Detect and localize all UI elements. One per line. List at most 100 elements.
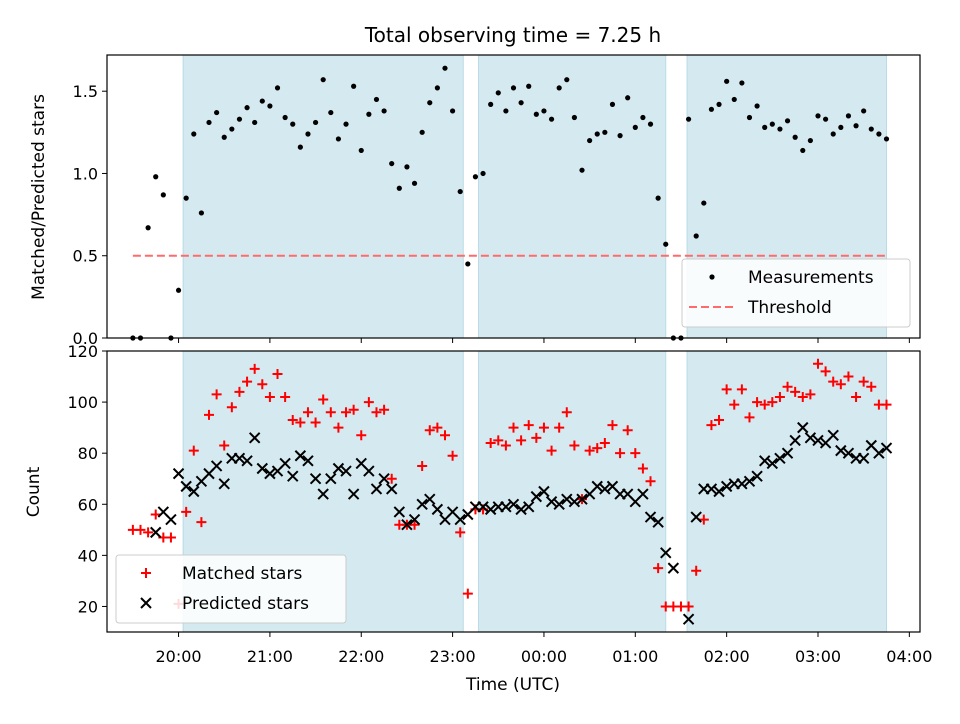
matched-star-point — [234, 386, 245, 397]
predicted-star-point — [287, 470, 299, 482]
predicted-star-point — [340, 465, 352, 477]
top-y-axis-label: Matched/Predicted stars — [29, 94, 49, 300]
predicted-star-point — [599, 483, 611, 495]
measurement-point — [739, 80, 745, 86]
matched-star-point — [858, 376, 869, 387]
measurement-point — [640, 114, 646, 121]
measurement-point — [541, 108, 547, 114]
bottom-shaded-interval — [477, 350, 667, 633]
top-shaded-interval — [477, 54, 667, 339]
matched-star-point — [866, 381, 877, 392]
predicted-star-point — [393, 506, 406, 518]
matched-star-point — [500, 440, 511, 451]
measurement-point — [335, 136, 342, 142]
predicted-star-point — [416, 498, 428, 510]
measurement-point — [647, 121, 654, 127]
bottom-panel: 20 40 60 80 100 120 20:00 21:00 22:00 23:00 00:00 0… — [67, 342, 932, 666]
measurement-point — [754, 103, 760, 109]
matched-star-point — [561, 407, 572, 418]
bottom-legend-box — [115, 554, 347, 624]
matched-star-point — [409, 519, 420, 530]
matched-star-point — [379, 404, 390, 415]
matched-star-point — [881, 399, 892, 410]
matched-star-point — [226, 402, 237, 413]
measurement-point — [274, 85, 281, 91]
matched-star-point — [843, 371, 854, 382]
matched-star-point — [333, 422, 344, 433]
predicted-star-point — [652, 516, 664, 528]
predicted-star-point — [530, 490, 543, 503]
bottom-y-tick-label: 100 — [67, 393, 98, 412]
predicted-star-point — [507, 498, 520, 510]
predicted-star-point — [804, 432, 817, 444]
measurement-point — [198, 210, 204, 216]
measurement-point — [404, 164, 410, 170]
measurement-point — [389, 160, 395, 167]
predicted-star-point — [477, 501, 489, 513]
measurement-point — [236, 116, 243, 122]
measurement-point — [312, 119, 319, 126]
predicted-star-point — [644, 511, 657, 523]
x-tick-label: 02:00 — [704, 647, 750, 666]
x-tick-label: 21:00 — [247, 647, 293, 666]
x-axis-label: Time (UTC) — [465, 675, 560, 695]
measurement-point — [503, 108, 509, 114]
measurement-point — [823, 116, 829, 122]
measurement-point — [252, 119, 258, 126]
top-shaded-interval — [182, 54, 464, 339]
matched-star-point — [729, 399, 740, 410]
predicted-star-point — [279, 457, 291, 470]
matched-star-point — [371, 407, 382, 418]
measurement-point — [229, 126, 235, 132]
predicted-star-point — [378, 473, 390, 485]
predicted-star-point — [347, 488, 360, 500]
matched-star-point — [759, 399, 770, 410]
top-legend-box — [681, 258, 911, 328]
measurement-point — [731, 96, 737, 103]
measurement-point — [746, 114, 753, 121]
predicted-star-point — [408, 513, 421, 526]
predicted-star-point — [325, 473, 337, 485]
measurement-point — [488, 101, 494, 107]
predicted-star-point — [561, 493, 573, 505]
measurement-point — [419, 129, 425, 135]
matched-star-point — [204, 409, 215, 420]
measurement-point — [625, 95, 631, 101]
matched-star-point — [767, 397, 778, 408]
measurement-point — [693, 233, 699, 239]
matched-star-point — [219, 440, 230, 451]
measurement-point — [457, 188, 463, 195]
measurement-point — [587, 137, 593, 144]
measurement-point — [427, 100, 433, 106]
matched-star-point — [508, 422, 519, 433]
legend-matched-label: Matched stars — [182, 564, 302, 584]
measurement-point — [876, 131, 882, 137]
matched-star-point — [143, 527, 154, 538]
predicted-star-point — [553, 498, 565, 510]
matched-star-point — [592, 443, 603, 454]
matched-star-point — [325, 407, 336, 418]
measurement-point — [548, 116, 555, 122]
matched-star-point — [348, 404, 359, 415]
measurement-point — [221, 134, 227, 140]
matched-star-point — [447, 450, 458, 461]
measurement-point — [175, 287, 182, 293]
measurement-point — [328, 109, 334, 116]
matched-star-point — [752, 397, 763, 408]
matched-star-point — [546, 445, 557, 456]
predicted-star-point — [880, 442, 893, 454]
predicted-star-point — [256, 462, 268, 475]
predicted-star-point — [264, 467, 276, 480]
predicted-star-point — [568, 496, 581, 508]
matched-star-point — [211, 389, 222, 400]
matched-star-point — [828, 376, 839, 387]
predicted-star-point — [538, 485, 550, 498]
measurement-point — [617, 133, 623, 139]
predicted-star-point — [873, 447, 885, 459]
matched-star-point — [485, 437, 496, 448]
matched-star-point — [493, 435, 504, 446]
measurement-point — [853, 123, 859, 129]
measurement-point — [579, 167, 585, 173]
matched-star-point — [554, 422, 565, 433]
matched-star-point — [538, 422, 549, 433]
